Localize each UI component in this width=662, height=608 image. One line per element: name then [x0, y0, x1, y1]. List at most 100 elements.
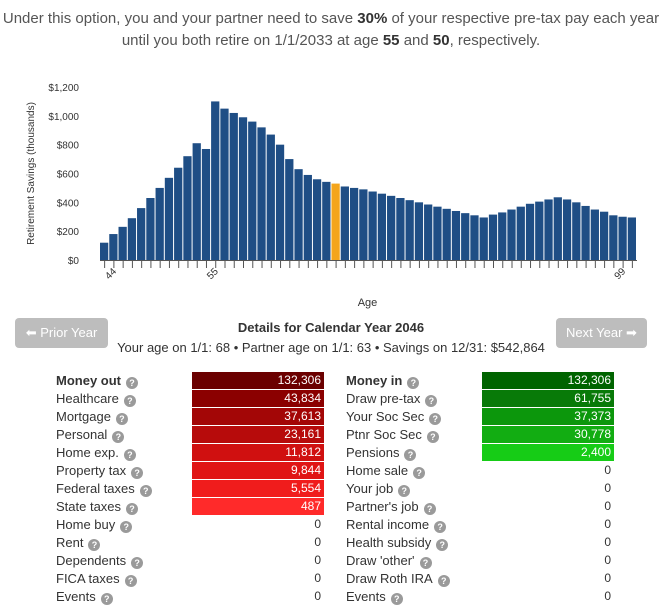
row-value: 61,755: [482, 390, 614, 407]
help-icon[interactable]: ?: [429, 413, 442, 425]
help-icon[interactable]: ?: [437, 575, 450, 587]
bar: [211, 101, 220, 260]
bar: [368, 191, 377, 260]
table-row: FICA taxes? 0: [56, 570, 321, 588]
row-label-text: Pensions: [346, 445, 400, 460]
help-icon[interactable]: ?: [100, 593, 113, 605]
retire-age-you: 55: [382, 32, 400, 49]
help-icon[interactable]: ?: [398, 485, 411, 497]
row-value: 0: [314, 571, 321, 585]
next-year-button[interactable]: Next Year ➡︎: [556, 318, 647, 348]
row-label-text: Draw pre-tax: [346, 391, 421, 406]
prior-year-button[interactable]: ⬅︎ Prior Year: [15, 318, 108, 348]
row-label: Mortgage?: [56, 409, 128, 425]
bar: [442, 208, 451, 260]
bar: [238, 117, 248, 260]
help-icon[interactable]: ?: [120, 521, 133, 533]
bar: [164, 177, 174, 260]
help-icon[interactable]: ?: [124, 575, 137, 587]
row-value: 11,812: [192, 444, 324, 461]
bar: [201, 148, 211, 260]
table-row: Your job? 0: [346, 480, 611, 498]
row-label-text: Your job: [346, 481, 394, 496]
table-row: Ptnr Soc Sec? 30,778: [346, 426, 614, 444]
bar: [599, 211, 609, 260]
bar: [461, 213, 470, 260]
table-row: Healthcare? 43,834: [56, 390, 324, 408]
help-icon[interactable]: ?: [131, 557, 144, 569]
x-tick-label: 99: [613, 266, 629, 282]
row-label-text: Events: [346, 589, 386, 604]
help-icon[interactable]: ?: [139, 485, 152, 497]
row-value: 5,554: [192, 480, 324, 497]
table-row: Partner's job? 0: [346, 498, 611, 516]
row-label: Personal?: [56, 427, 125, 443]
intro-line-2: until you both retire on 1/1/2033 at age…: [121, 32, 541, 49]
table-row: Your Soc Sec? 37,373: [346, 408, 614, 426]
row-value: 30,778: [482, 426, 614, 443]
help-icon[interactable]: ?: [436, 539, 449, 551]
help-icon[interactable]: ?: [426, 431, 439, 443]
row-label: Home exp.?: [56, 445, 136, 461]
bar: [109, 234, 118, 260]
row-label: State taxes?: [56, 499, 139, 515]
help-icon[interactable]: ?: [413, 467, 426, 479]
bar: [118, 226, 127, 260]
bar: [275, 144, 285, 260]
table-row: Events? 0: [346, 588, 611, 606]
bar: [257, 127, 266, 260]
bar: [433, 206, 442, 260]
row-value: 23,161: [192, 426, 324, 443]
x-tick-label: 55: [205, 266, 221, 282]
help-icon[interactable]: ?: [123, 395, 136, 407]
bar: [266, 134, 275, 260]
help-icon[interactable]: ?: [126, 377, 138, 389]
row-label-text: Property tax: [56, 463, 127, 478]
money-in-table: Money in? 132,306 Draw pre-tax? 61,755 Your …: [346, 372, 614, 606]
row-label-text: Healthcare: [56, 391, 119, 406]
table-row: Home sale? 0: [346, 462, 611, 480]
bar: [349, 187, 359, 260]
y-tick-label: $1,200: [48, 83, 79, 94]
row-label: Your Soc Sec?: [346, 409, 442, 425]
help-icon[interactable]: ?: [126, 503, 139, 515]
bar: [248, 121, 257, 260]
help-icon[interactable]: ?: [390, 593, 403, 605]
help-icon[interactable]: ?: [404, 449, 417, 461]
help-icon[interactable]: ?: [425, 395, 438, 407]
row-value: 0: [314, 589, 321, 603]
help-icon[interactable]: ?: [112, 431, 125, 443]
details-subtitle: Your age on 1/1: 68 • Partner age on 1/1…: [117, 340, 545, 355]
bar: [553, 197, 562, 260]
row-label: Rent?: [56, 535, 101, 551]
bar: [590, 209, 599, 260]
row-label-text: Mortgage: [56, 409, 111, 424]
bar: [479, 217, 488, 260]
row-label-text: Money out: [56, 373, 121, 388]
table-row: State taxes? 487: [56, 498, 324, 516]
help-icon[interactable]: ?: [131, 467, 144, 479]
row-value: 9,844: [192, 462, 324, 479]
row-label-text: Money in: [346, 373, 403, 388]
row-label: Partner's job?: [346, 499, 436, 515]
row-value: 0: [314, 553, 321, 567]
help-icon[interactable]: ?: [423, 503, 436, 515]
row-label-text: State taxes: [56, 499, 122, 514]
money-in-header-label: Money in?: [346, 373, 420, 389]
row-label: Draw pre-tax?: [346, 391, 438, 407]
help-icon[interactable]: ?: [419, 557, 432, 569]
row-value: 0: [604, 481, 611, 495]
save-percent: 30%: [357, 10, 388, 27]
bar: [627, 217, 636, 260]
help-icon[interactable]: ?: [123, 449, 136, 461]
savings-chart: $0 $200 $400 $600 $800 $1,000 $1,200 Retirement…: [26, 83, 637, 309]
row-label: Your job?: [346, 481, 411, 497]
help-icon[interactable]: ?: [115, 413, 128, 425]
row-label-text: Federal taxes: [56, 481, 135, 496]
row-label-text: Home buy: [56, 517, 116, 532]
help-icon[interactable]: ?: [434, 521, 447, 533]
help-icon[interactable]: ?: [88, 539, 101, 551]
prior-year-label: Prior Year: [40, 325, 98, 340]
help-icon[interactable]: ?: [407, 377, 420, 389]
money-out-table: Money out? 132,306 Healthcare? 43,834 Mortga…: [56, 372, 324, 606]
